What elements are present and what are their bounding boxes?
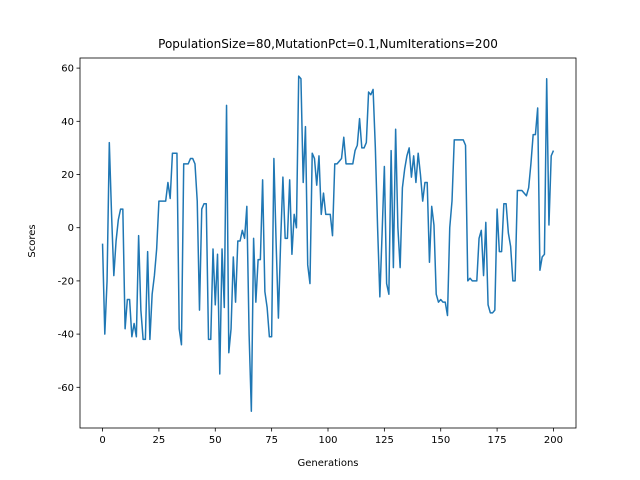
x-axis-label: Generations — [298, 458, 359, 469]
y-tick-label: -20 — [58, 276, 74, 287]
x-tick-label: 125 — [375, 435, 394, 446]
data-line — [101, 75, 555, 412]
y-tick-label: 20 — [61, 170, 74, 181]
x-tick-label: 75 — [265, 435, 278, 446]
y-axis-label: Scores — [27, 224, 38, 257]
y-tick-label: 0 — [68, 223, 74, 234]
y-tick-label: -40 — [58, 330, 74, 341]
x-tick-label: 50 — [209, 435, 222, 446]
x-tick-label: 100 — [318, 435, 337, 446]
x-tick-label: 0 — [99, 435, 105, 446]
y-tick-label: 60 — [61, 64, 74, 75]
x-tick-label: 200 — [544, 435, 563, 446]
y-tick-label: 40 — [61, 117, 74, 128]
x-tick-label: 175 — [488, 435, 507, 446]
x-tick-label: 25 — [153, 435, 166, 446]
x-tick-label: 150 — [431, 435, 450, 446]
chart-title: PopulationSize=80,MutationPct=0.1,NumIte… — [158, 37, 498, 51]
y-tick-label: -60 — [58, 383, 74, 394]
